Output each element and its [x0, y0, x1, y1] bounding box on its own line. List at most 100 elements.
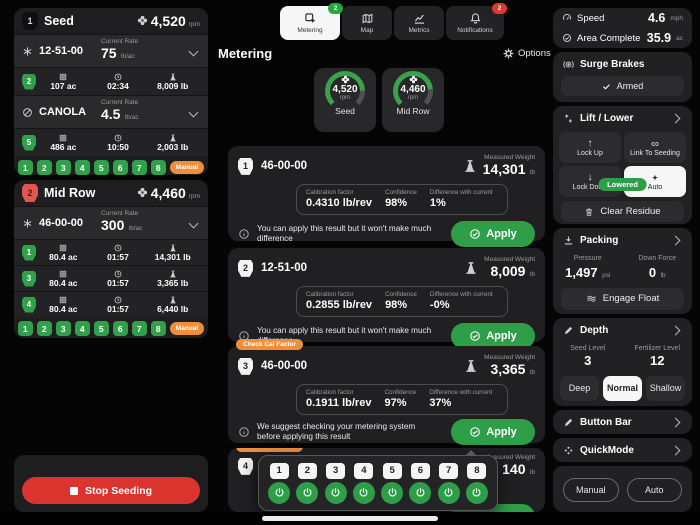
- row-button-1[interactable]: 1: [17, 321, 33, 336]
- row-button-5[interactable]: 5: [93, 321, 109, 336]
- row-button-6[interactable]: 6: [112, 321, 128, 336]
- button-bar-panel: Button Bar: [553, 410, 692, 434]
- row-button-1[interactable]: 1: [17, 160, 33, 175]
- manual-mode-badge[interactable]: Manual: [169, 322, 205, 335]
- row-power-button-3[interactable]: [324, 481, 347, 504]
- down-force-value: 0: [648, 265, 657, 281]
- deep-button[interactable]: Deep: [560, 375, 599, 401]
- product-name: 12-51-00: [39, 45, 84, 57]
- button-bar-header[interactable]: Button Bar: [553, 410, 692, 434]
- current-rate-value: 4.5: [101, 106, 121, 122]
- fertilizer-granule-icon: [22, 218, 33, 229]
- top-tab-bar: Metering 2 Map Metrics Notifications 2: [280, 3, 507, 40]
- row-button-4[interactable]: 4: [74, 321, 90, 336]
- stop-seeding-button[interactable]: Stop Seeding: [22, 477, 200, 504]
- row-button-8[interactable]: 8: [150, 160, 166, 175]
- row-power-button-6[interactable]: [409, 481, 432, 504]
- depth-buttons: Deep Normal Shallow: [560, 375, 685, 401]
- row-button-7[interactable]: 7: [131, 160, 147, 175]
- shallow-button[interactable]: Shallow: [646, 375, 685, 401]
- link-icon: [650, 139, 660, 149]
- gauge-label: Seed: [335, 106, 355, 117]
- area-grid-icon: [59, 270, 67, 278]
- weight-scale-icon: [169, 270, 177, 278]
- tab-map[interactable]: Map: [342, 6, 392, 40]
- depth-pencil-icon: [563, 325, 574, 336]
- manual-mode-badge[interactable]: Manual: [169, 161, 205, 174]
- surge-brakes-panel: Surge Brakes Armed: [553, 52, 692, 102]
- quickmode-icon: [563, 445, 574, 456]
- midrow-stats-row-3: 4 80.4 ac 01:57 6,440 lb: [14, 291, 208, 317]
- row-button-3[interactable]: 3: [55, 160, 71, 175]
- row-button-5[interactable]: 5: [93, 160, 109, 175]
- row-power-button-4[interactable]: [352, 481, 375, 504]
- area-grid-icon: [59, 244, 67, 252]
- tab-metering[interactable]: Metering 2: [280, 3, 343, 40]
- section-4-badge: 4: [238, 457, 253, 475]
- packing-icon: [563, 235, 574, 246]
- seed-product-row-2[interactable]: CANOLA Current Rate 4.5 lb/ac: [14, 95, 208, 128]
- clock-icon: [114, 296, 122, 304]
- chevron-right-icon: [670, 325, 681, 335]
- seed-product-row-1[interactable]: 12-51-00 Current Rate 75 lb/ac: [14, 34, 208, 67]
- tab-metrics[interactable]: Metrics: [394, 6, 444, 40]
- gauge-label: Mid Row: [396, 106, 430, 117]
- check-cal-factor-badge: Check Cal Factor: [236, 448, 304, 452]
- quickmode-header[interactable]: QuickMode: [553, 438, 692, 462]
- options-button[interactable]: Options: [503, 48, 551, 59]
- manual-mode-button[interactable]: Manual: [563, 478, 619, 502]
- row-button-2[interactable]: 2: [36, 160, 52, 175]
- weight-scale-icon: [169, 134, 177, 142]
- weight-scale-icon: [169, 244, 177, 252]
- row-power-button-5[interactable]: [381, 481, 404, 504]
- row-button-4[interactable]: 4: [74, 160, 90, 175]
- row-power-button-1[interactable]: [268, 481, 291, 504]
- page-title: Metering: [218, 46, 273, 61]
- auto-mode-button[interactable]: Auto: [626, 478, 682, 502]
- row-power-button-2[interactable]: [296, 481, 319, 504]
- section-3-badge: 3: [22, 270, 36, 287]
- chevron-right-icon: [670, 235, 681, 245]
- row-tile-8: 8: [467, 462, 487, 479]
- stop-square-icon: [69, 486, 78, 495]
- lift-lower-header[interactable]: Lift / Lower: [553, 106, 692, 130]
- apply-button[interactable]: Apply: [451, 221, 535, 248]
- clock-icon: [114, 270, 122, 278]
- row-power-button-8[interactable]: [465, 481, 488, 504]
- depth-header[interactable]: Depth: [553, 318, 692, 342]
- apply-button[interactable]: Apply: [451, 323, 535, 350]
- midrow-row-selector: 1 2 3 4 5 6 7 8 Manual: [14, 317, 208, 336]
- home-indicator[interactable]: [262, 516, 438, 521]
- apply-button[interactable]: Apply: [451, 419, 535, 446]
- tab-notifications[interactable]: Notifications 2: [446, 3, 507, 40]
- midrow-panel-header: 2 Mid Row 4,460 rpm: [14, 180, 208, 206]
- trash-icon: [584, 207, 594, 217]
- packing-header[interactable]: Packing: [553, 228, 692, 252]
- midrow-fan-rpm: 4,460: [150, 185, 186, 201]
- lock-up-button[interactable]: ↑ Lock Up: [559, 132, 621, 163]
- midrow-stats-row-2: 3 80.4 ac 01:57 3,365 lb: [14, 265, 208, 291]
- engage-float-button[interactable]: Engage Float: [561, 287, 684, 310]
- normal-button[interactable]: Normal: [603, 375, 642, 401]
- row-tile-1: 1: [269, 462, 289, 479]
- tank-1-icon: 1: [22, 12, 38, 30]
- row-button-6[interactable]: 6: [112, 160, 128, 175]
- chevron-right-icon: [670, 113, 681, 123]
- seed-product-1-stats: 2 107 ac 02:34 8,009 lb: [14, 67, 208, 95]
- quickmode-panel: QuickMode: [553, 438, 692, 462]
- armed-button[interactable]: Armed: [561, 76, 684, 96]
- clear-residue-button[interactable]: Clear Residue: [561, 201, 684, 222]
- row-tile-2: 2: [297, 462, 317, 479]
- weight-scale-icon: [464, 359, 478, 373]
- row-button-7[interactable]: 7: [131, 321, 147, 336]
- midrow-product-row[interactable]: 46-00-00 Current Rate 300 lb/ac: [14, 206, 208, 239]
- row-button-2[interactable]: 2: [36, 321, 52, 336]
- row-button-3[interactable]: 3: [55, 321, 71, 336]
- row-tile-4: 4: [354, 462, 374, 479]
- row-power-button-7[interactable]: [437, 481, 460, 504]
- seed-tank-panel: 1 Seed 4,520 rpm 12-51-00 Current Rate 7…: [14, 8, 208, 175]
- link-to-seeding-button[interactable]: Link To Seeding: [624, 132, 686, 163]
- power-icon: [471, 487, 482, 498]
- calibration-card-1: 1 46-00-00 Measured Weight 14,301 lb Cal…: [228, 146, 545, 248]
- row-button-8[interactable]: 8: [150, 321, 166, 336]
